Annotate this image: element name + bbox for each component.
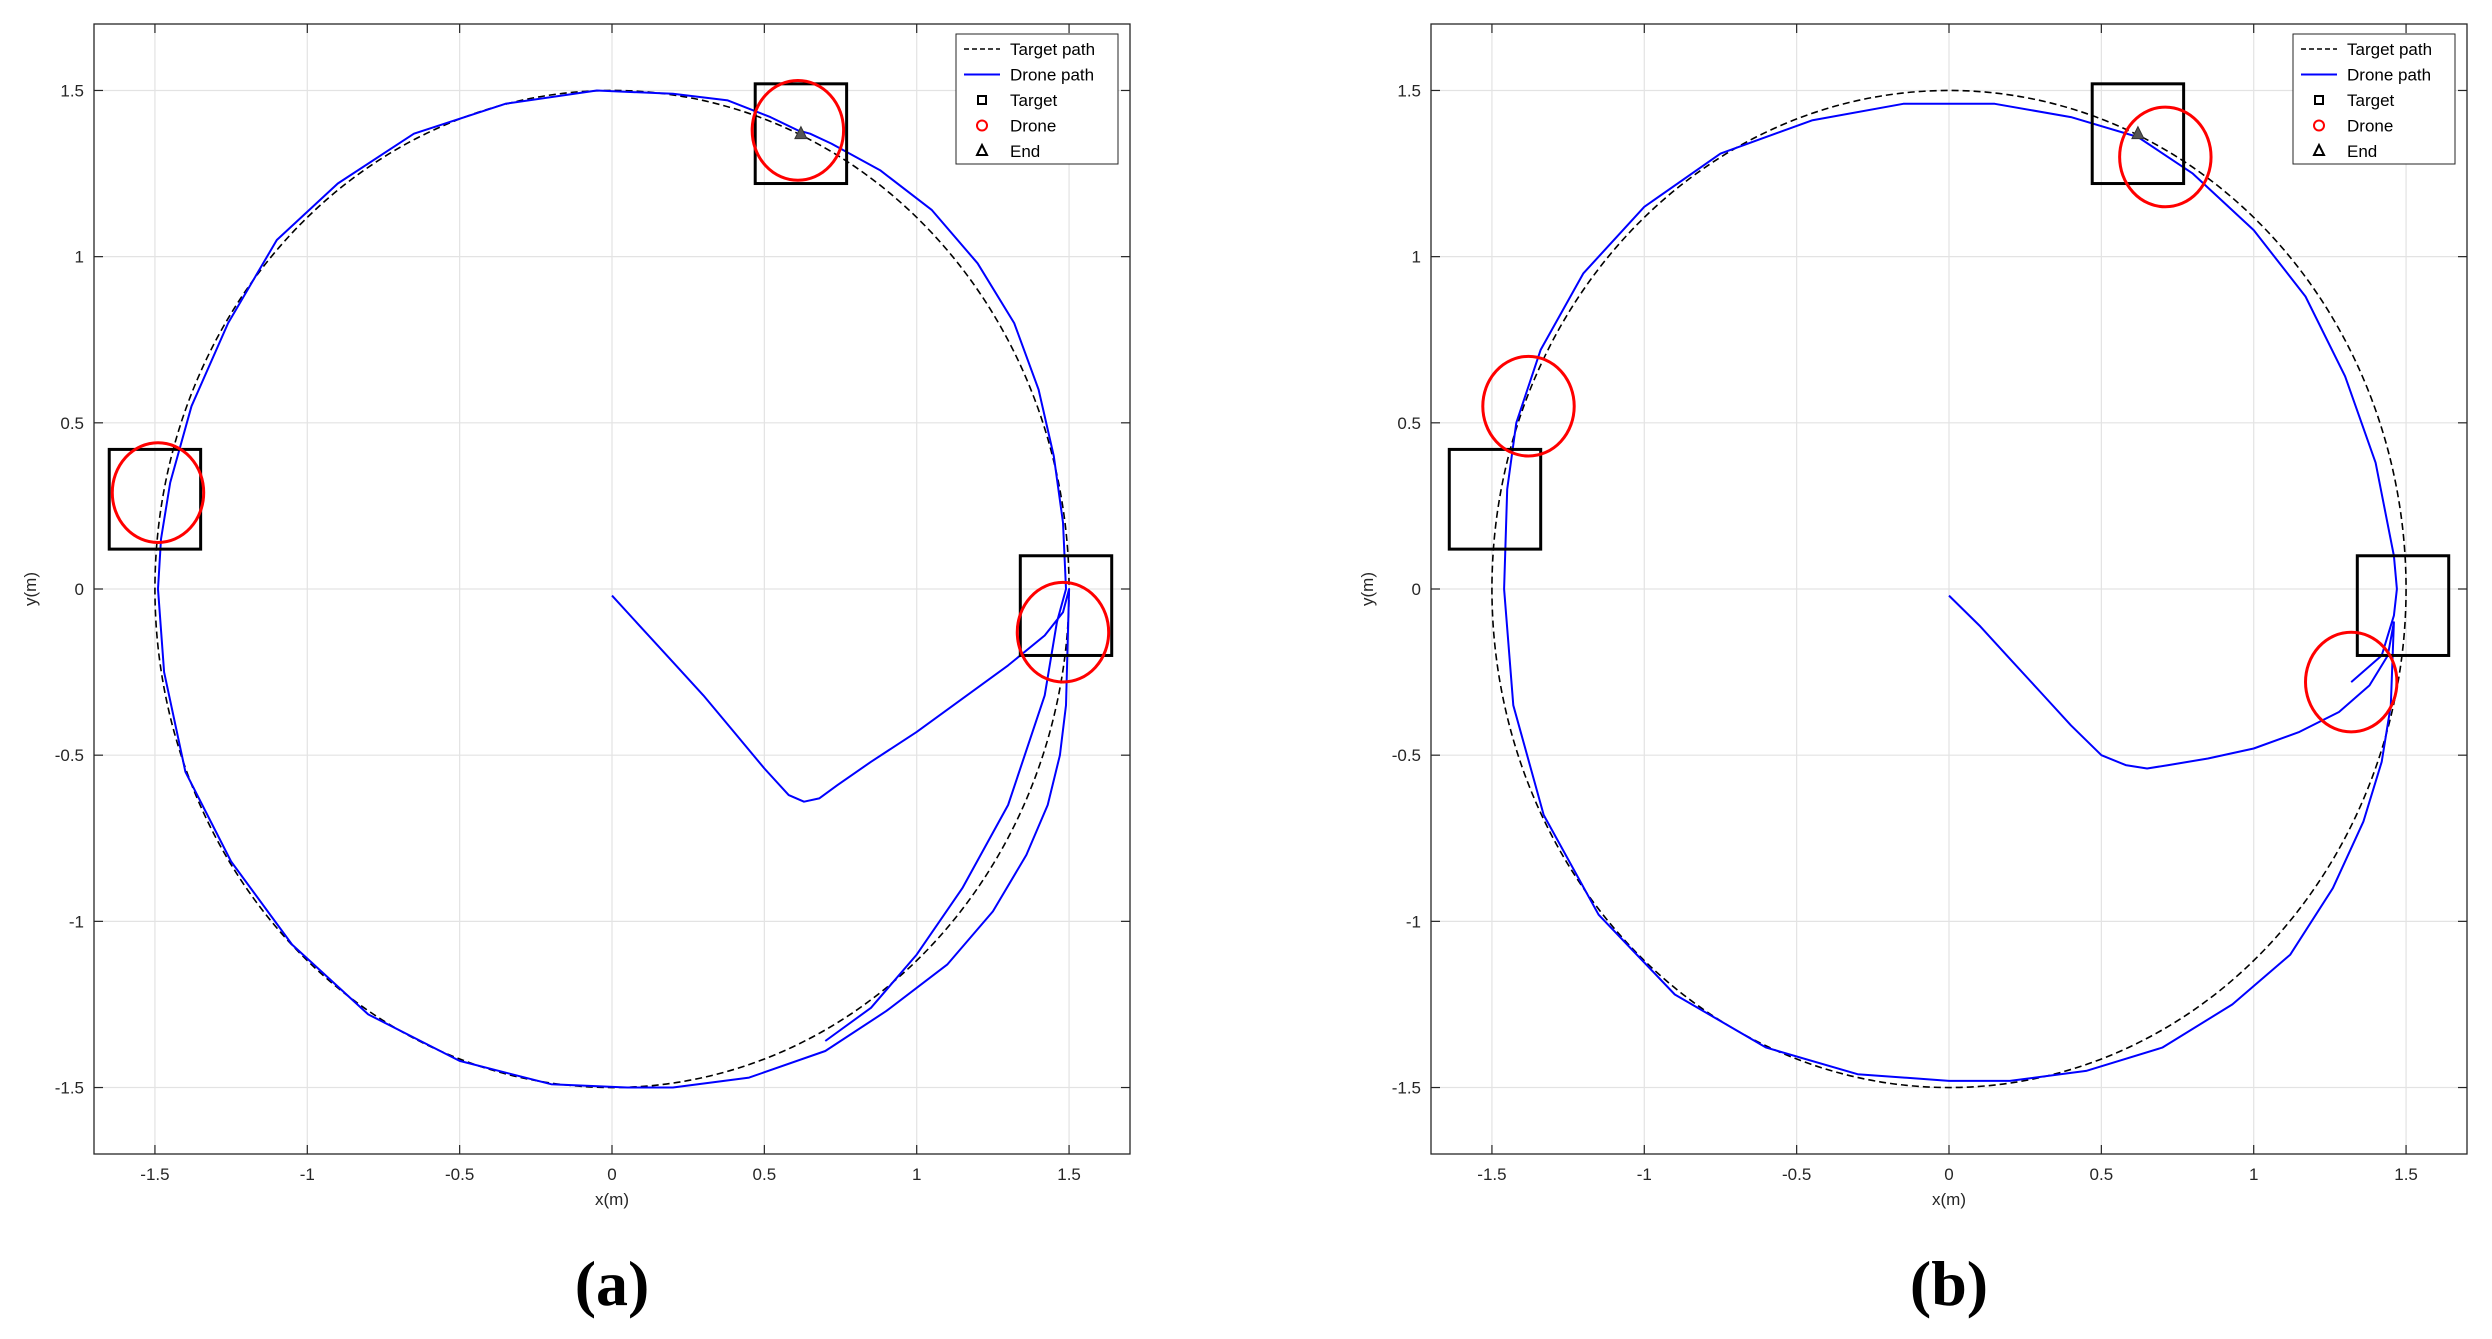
chart-0-legend-label-3: Drone	[1010, 117, 1056, 136]
chart-1-ytick-label-4: 0.5	[1397, 414, 1421, 433]
chart-0-ytick-label-3: 0	[75, 580, 84, 599]
chart-1-xtick-label-4: 0.5	[2090, 1165, 2114, 1184]
chart-0-drone-circle-0	[110, 441, 206, 544]
chart-1-xtick-label-6: 1.5	[2394, 1165, 2418, 1184]
chart-0-series-drone-path	[157, 89, 1071, 1089]
chart-0-legend-label-1: Drone path	[1010, 66, 1094, 85]
chart-0-plot-content	[107, 79, 1114, 1089]
chart-0-ytick-label-5: 1	[75, 248, 84, 267]
chart-0-ylabel: y(m)	[21, 572, 40, 606]
chart-1-legend-swatch-end	[2312, 142, 2326, 156]
chart-0-target-box-0	[107, 447, 203, 551]
chart-1-drone-circle-1	[2118, 105, 2213, 209]
chart-1-xlabel: x(m)	[1932, 1190, 1966, 1209]
chart-0-ytick-label-2: -0.5	[55, 746, 84, 765]
chart-1-ytick-label-5: 1	[1412, 248, 1421, 267]
chart-1-legend-label-4: End	[2347, 142, 2377, 161]
chart-0-ytick-label-6: 1.5	[60, 81, 84, 100]
chart-0-xtick-label-6: 1.5	[1057, 1165, 1081, 1184]
chart-1-legend-label-1: Drone path	[2347, 66, 2431, 85]
chart-1-legend-swatch-target	[2314, 95, 2324, 105]
chart-0-legend-label-2: Target	[1010, 91, 1058, 110]
chart-1-drone-circle-0	[1481, 354, 1576, 458]
chart-0-legend-swatch-target	[977, 95, 987, 105]
chart-0-drone-circle-2	[1015, 580, 1111, 684]
chart-1-xtick-label-3: 0	[1944, 1165, 1953, 1184]
chart-1-legend-box	[2292, 33, 2456, 165]
chart-1-end-marker	[2131, 125, 2145, 140]
chart-1-ylabel: y(m)	[1358, 572, 1377, 606]
chart-1-target-box-0	[1447, 447, 1543, 551]
chart-1-xtick-label-5: 1	[2249, 1165, 2258, 1184]
chart-1-legend-label-2: Target	[2347, 91, 2395, 110]
panel-b: -1.5 -1 -0.5 0 0.5 1 1.5 -1.5 -1 -0.5 0 0.5 1 1.5 x(m)…	[1358, 23, 2468, 1319]
chart-0-drone-circle-1	[750, 79, 846, 182]
chart-1-ytick-label-1: -1	[1406, 912, 1421, 931]
chart-1-xtick-label-2: -0.5	[1782, 1165, 1811, 1184]
chart-0-legend-label-4: End	[1010, 142, 1040, 161]
chart-0-legend-box	[955, 33, 1119, 165]
chart-1-target-box-1	[2090, 82, 2186, 186]
chart-0-xtick-label-5: 1	[912, 1165, 921, 1184]
chart-0-xtick-label-1: -1	[300, 1165, 315, 1184]
chart-1-ytick-label-0: -1.5	[1392, 1079, 1421, 1098]
chart-1-panel-label: (b)	[1910, 1248, 1988, 1319]
chart-0-end-marker	[794, 125, 808, 140]
chart-1-ytick-label-3: 0	[1412, 580, 1421, 599]
chart-1-legend-label-0: Target path	[2347, 40, 2432, 59]
chart-0-ytick-label-1: -1	[69, 912, 84, 931]
chart-1-ytick-label-6: 1.5	[1397, 81, 1421, 100]
chart-1-xtick-label-1: -1	[1637, 1165, 1652, 1184]
chart-0-legend-swatch-end	[975, 142, 989, 156]
chart-0-ytick-label-0: -1.5	[55, 1079, 84, 1098]
chart-0-ytick-label-4: 0.5	[60, 414, 84, 433]
chart-1-legend-swatch-drone	[2313, 119, 2325, 132]
chart-1-legend-label-3: Drone	[2347, 117, 2393, 136]
chart-1-target-box-2	[2355, 554, 2451, 657]
chart-0-xtick-label-2: -0.5	[445, 1165, 474, 1184]
chart-0-target-box-2	[1018, 554, 1114, 657]
chart-1-series-target-path	[1491, 89, 2407, 1089]
chart-0-legend-swatch-drone	[976, 119, 988, 132]
chart-0-xtick-label-4: 0.5	[753, 1165, 777, 1184]
chart-0-target-box-1	[753, 82, 849, 186]
chart-0-xlabel: x(m)	[595, 1190, 629, 1209]
chart-0-xtick-label-3: 0	[607, 1165, 616, 1184]
panel-a: -1.5 -1 -0.5 0 0.5 1 1.5 -1.5 -1 -0.5 0 0.5 1 1.5 x(m)…	[21, 23, 1131, 1319]
chart-1-ytick-label-2: -0.5	[1392, 746, 1421, 765]
chart-1-drone-circle-2	[2304, 630, 2399, 734]
chart-0-xtick-label-0: -1.5	[140, 1165, 169, 1184]
chart-1-xtick-label-0: -1.5	[1477, 1165, 1506, 1184]
chart-0-legend-label-0: Target path	[1010, 40, 1095, 59]
chart-1-plot-content	[1447, 82, 2451, 1089]
chart-0-panel-label: (a)	[575, 1248, 650, 1319]
